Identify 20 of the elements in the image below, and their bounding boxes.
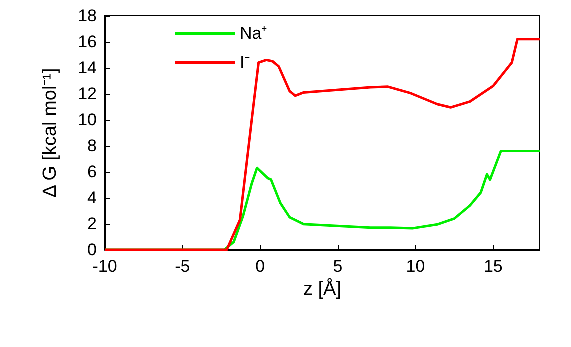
y-tick-label: 10 bbox=[78, 110, 97, 130]
legend-label: Na⁺ bbox=[240, 24, 268, 43]
y-tick-label: 12 bbox=[78, 84, 97, 104]
y-tick-label: 4 bbox=[88, 188, 97, 208]
x-tick-label: 5 bbox=[333, 257, 343, 276]
x-axis-title: z [Å] bbox=[303, 278, 342, 300]
y-tick-label: 16 bbox=[78, 32, 97, 52]
legend-label: I⁻ bbox=[240, 53, 251, 72]
x-tick-label: 0 bbox=[256, 257, 266, 276]
y-tick-label: 2 bbox=[88, 214, 97, 234]
x-tick-label: 10 bbox=[406, 257, 426, 276]
x-tick-label: -10 bbox=[92, 257, 118, 276]
y-axis-title: Δ G [kcal mol⁻¹] bbox=[40, 68, 61, 198]
y-tick-label: 6 bbox=[88, 162, 97, 182]
y-tick-label: 0 bbox=[88, 240, 97, 260]
y-tick-label: 14 bbox=[78, 58, 97, 78]
x-tick-label: 15 bbox=[484, 257, 503, 276]
y-tick-label: 18 bbox=[78, 6, 97, 26]
x-tick-label: -5 bbox=[175, 257, 190, 276]
y-tick-label: 8 bbox=[88, 136, 97, 156]
